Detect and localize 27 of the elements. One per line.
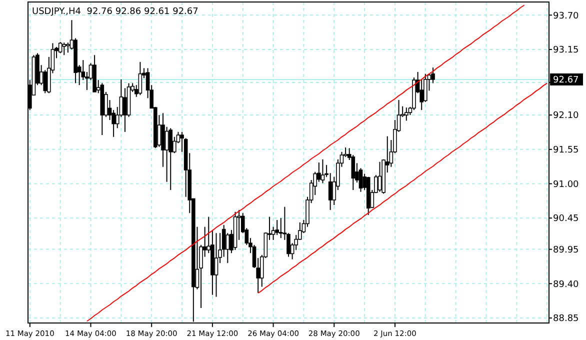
candlestick [62,42,66,56]
ref-line-label: 92.67 [553,76,579,86]
y-tick-label: 89.95 [553,245,579,256]
text: USDJPY.,H4 92.76 92.86 92.61 92.67 [32,7,198,17]
y-tick-label: 88.85 [553,314,579,324]
candlestick [431,67,435,84]
line-series [86,4,525,322]
candlestick [378,161,382,192]
candlestick [214,232,218,298]
y-tick-label: 91.00 [553,180,580,190]
line-series [258,82,548,294]
y-tick-label: 93.70 [553,11,580,22]
candlestick [168,128,173,190]
candlestick [404,107,408,122]
y-tick-label: 90.45 [553,214,579,224]
candlestick [226,232,230,264]
candlestick [164,126,169,182]
y-tick-label: 91.55 [553,146,579,156]
y-tick-label: 89.40 [553,280,580,290]
candlestick [138,61,142,96]
candlestick [328,172,332,210]
candlestick [58,41,62,54]
y-tick-label: 92.10 [553,111,580,122]
candlestick [66,42,70,54]
y-tick-label: 93.15 [553,46,579,56]
candlestick [320,158,325,184]
candlestick [123,88,127,132]
